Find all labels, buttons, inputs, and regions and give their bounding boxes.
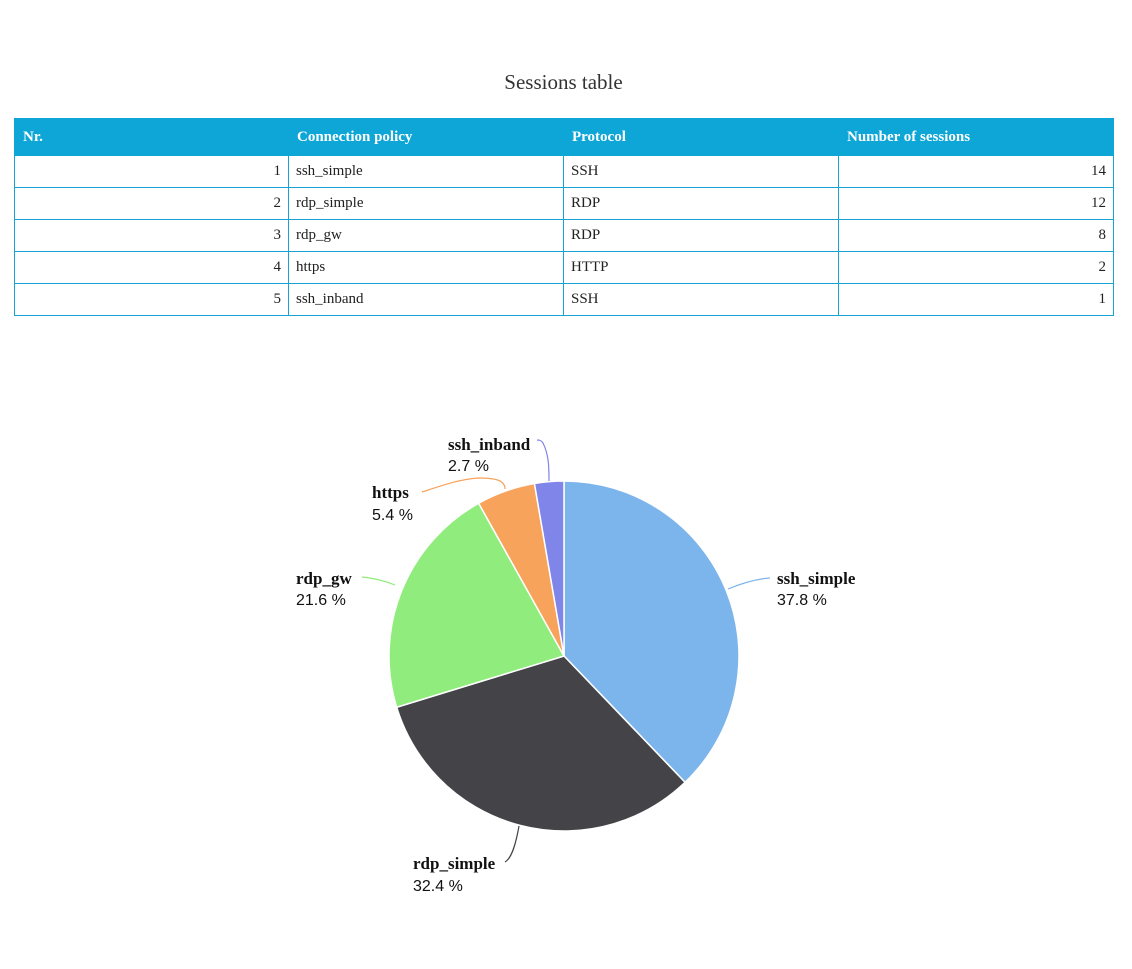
- table-header-row: Nr. Connection policy Protocol Number of…: [14, 118, 1114, 156]
- data-label-name-https: https: [372, 483, 409, 502]
- table-row: 2 rdp_simple RDP 12: [14, 187, 1114, 220]
- cell-number-of-sessions: 14: [838, 155, 1114, 188]
- connector-rdp-simple: [504, 825, 520, 863]
- data-label-name-rdp-gw: rdp_gw: [296, 569, 352, 588]
- connector-ssh-inband: [536, 439, 550, 482]
- table-row: 5 ssh_inband SSH 1: [14, 283, 1114, 316]
- pie-slice-ssh-simple: [563, 480, 740, 784]
- cell-connection-policy: ssh_inband: [288, 283, 564, 316]
- pie-slice-rdp-gw: [388, 502, 565, 708]
- cell-connection-policy: https: [288, 251, 564, 284]
- connector-ssh-simple: [727, 577, 771, 590]
- connector-https: [421, 477, 506, 493]
- cell-protocol: SSH: [563, 283, 839, 316]
- page-title: Sessions table: [504, 70, 623, 94]
- cell-connection-policy: rdp_gw: [288, 219, 564, 252]
- cell-nr: 5: [14, 283, 289, 316]
- column-header-number-of-sessions: Number of sessions: [838, 118, 1114, 156]
- pie-slice-rdp-simple: [395, 655, 686, 832]
- data-label-percent-ssh-simple: 37.8 %: [777, 592, 827, 609]
- data-label-percent-rdp-gw: 21.6 %: [296, 592, 346, 609]
- cell-connection-policy: rdp_simple: [288, 187, 564, 220]
- cell-nr: 2: [14, 187, 289, 220]
- column-header-nr: Nr.: [14, 118, 289, 156]
- data-label-name-ssh-inband: ssh_inband: [448, 435, 531, 454]
- data-label-name-ssh-simple: ssh_simple: [777, 569, 856, 588]
- data-label-percent-rdp-simple: 32.4 %: [413, 878, 463, 895]
- cell-protocol: RDP: [563, 219, 839, 252]
- table-row: 3 rdp_gw RDP 8: [14, 219, 1114, 252]
- column-header-protocol: Protocol: [563, 118, 839, 156]
- cell-protocol: RDP: [563, 187, 839, 220]
- cell-number-of-sessions: 8: [838, 219, 1114, 252]
- cell-connection-policy: ssh_simple: [288, 155, 564, 188]
- data-label-percent-ssh-inband: 2.7 %: [448, 458, 489, 475]
- data-label-percent-https: 5.4 %: [372, 507, 413, 524]
- sessions-table: Nr. Connection policy Protocol Number of…: [14, 118, 1114, 316]
- data-label-name-rdp-simple: rdp_simple: [413, 854, 496, 873]
- cell-number-of-sessions: 1: [838, 283, 1114, 316]
- connector-rdp-gw: [361, 576, 396, 586]
- column-header-connection-policy: Connection policy: [288, 118, 564, 156]
- cell-nr: 3: [14, 219, 289, 252]
- pie-slice-ssh-inband: [533, 480, 565, 657]
